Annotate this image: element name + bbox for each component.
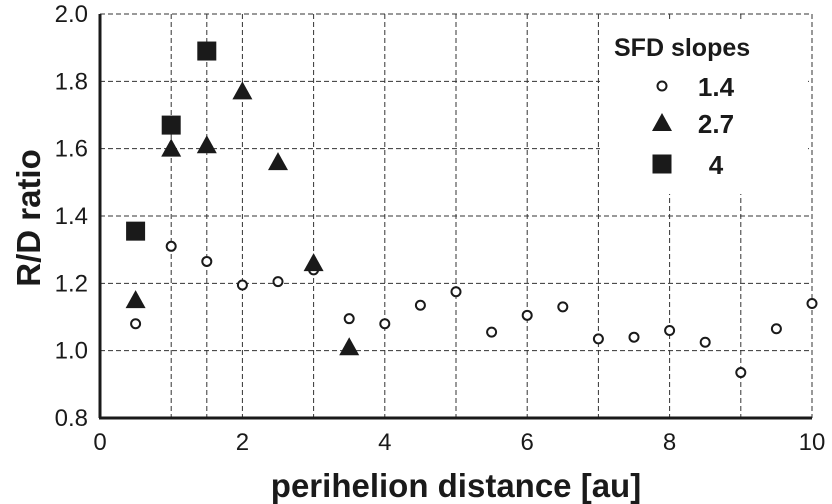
data-point: [201, 255, 213, 267]
data-point: [125, 290, 146, 309]
y-tick-label: 1.6: [55, 136, 88, 163]
y-tick-label: 1.0: [55, 338, 88, 365]
x-tick-label: 0: [93, 429, 106, 456]
data-point: [557, 301, 569, 313]
y-tick-label: 1.4: [55, 203, 88, 230]
legend-label: 1.4: [698, 72, 735, 102]
data-point: [272, 276, 284, 288]
data-point: [379, 318, 391, 330]
legend-label: 2.7: [698, 109, 734, 139]
y-axis-title: R/D ratio: [10, 149, 47, 287]
data-point: [236, 279, 248, 291]
legend-marker-open-circle: [656, 80, 668, 92]
y-tick-label: 1.2: [55, 270, 88, 297]
data-point: [130, 318, 142, 330]
data-point: [521, 309, 533, 321]
series-4: [126, 41, 217, 241]
data-point: [735, 367, 747, 379]
x-tick-label: 4: [378, 429, 391, 456]
data-point: [770, 323, 782, 335]
data-point: [197, 41, 217, 61]
y-tick-label: 0.8: [55, 405, 88, 432]
data-point: [165, 240, 177, 252]
y-tick-label: 1.8: [55, 68, 88, 95]
data-point: [339, 337, 360, 356]
legend-title: SFD slopes: [614, 34, 750, 62]
data-point: [806, 298, 818, 310]
data-point: [161, 138, 182, 157]
data-point: [161, 115, 181, 135]
data-point: [486, 326, 498, 338]
data-point: [268, 152, 288, 171]
data-point: [196, 135, 217, 154]
data-point: [303, 253, 324, 272]
legend-label: 4: [709, 150, 724, 180]
x-tick-label: 10: [799, 429, 826, 456]
series-1-4: [130, 240, 818, 379]
data-points: [125, 41, 818, 379]
data-point: [699, 336, 711, 348]
legend-marker-filled-triangle: [652, 113, 672, 131]
x-tick-label: 8: [663, 429, 676, 456]
data-point: [664, 324, 676, 336]
x-tick-label: 2: [236, 429, 249, 456]
legend-background: [600, 22, 808, 194]
data-point: [592, 333, 604, 345]
legend-marker-filled-square: [652, 154, 672, 174]
y-tick-label: 2.0: [55, 1, 88, 28]
data-point: [126, 221, 146, 241]
data-point: [628, 331, 640, 343]
x-tick-label: 6: [521, 429, 534, 456]
legend: SFD slopes 1.4 2.7 4: [600, 22, 808, 194]
x-axis-title: perihelion distance [au]: [271, 467, 641, 504]
axes: [98, 14, 812, 420]
data-point: [343, 313, 355, 325]
data-point: [450, 286, 462, 298]
data-point: [232, 81, 253, 100]
data-point: [414, 299, 426, 311]
series-2-7: [125, 81, 360, 356]
tick-labels: 0 2 4 6 8 10 0.8 1.0 1.2 1.4 1.6 1.8 2.0: [55, 1, 826, 456]
